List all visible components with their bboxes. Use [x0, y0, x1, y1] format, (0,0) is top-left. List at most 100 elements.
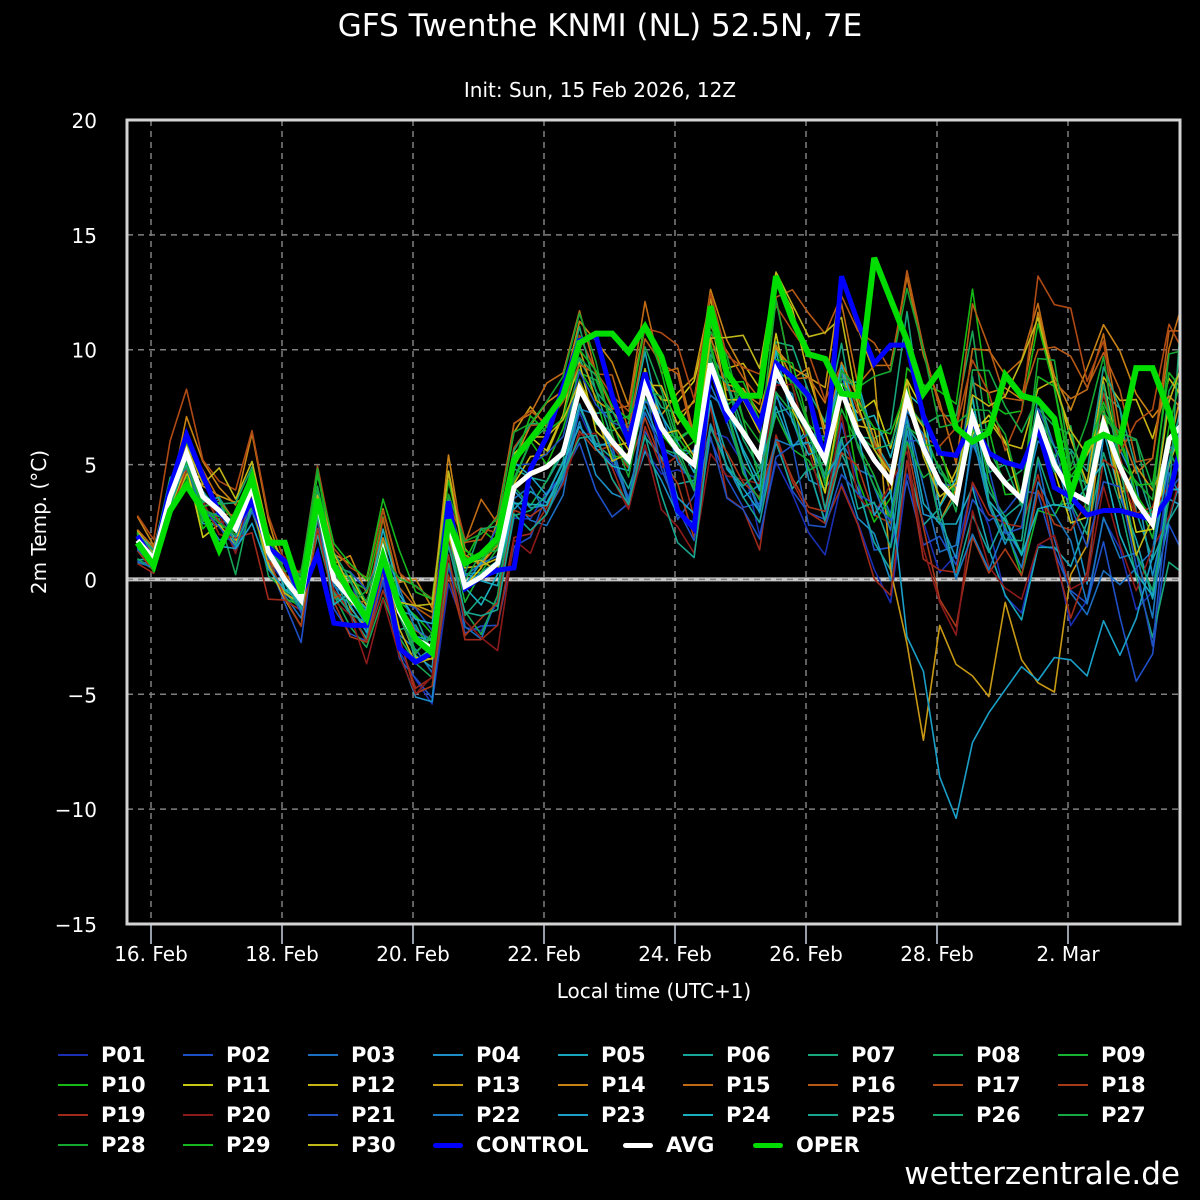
legend-swatch	[183, 1084, 213, 1086]
legend-swatch	[433, 1142, 463, 1148]
legend-item-p23: P23	[558, 1100, 646, 1130]
chart-subtitle: Init: Sun, 15 Feb 2026, 12Z	[463, 78, 737, 102]
y-tick-label: 15	[72, 224, 97, 248]
legend-item-p09: P09	[1058, 1040, 1146, 1070]
legend-swatch	[183, 1114, 213, 1116]
y-tick-label: 5	[84, 454, 97, 478]
x-tick-label: 22. Feb	[507, 942, 581, 966]
legend-swatch	[808, 1084, 838, 1086]
legend-label: P01	[101, 1043, 146, 1067]
legend-label: P22	[476, 1103, 521, 1127]
legend-swatch	[558, 1054, 588, 1056]
x-tick-label: 2. Mar	[1036, 942, 1100, 966]
legend-swatch	[933, 1084, 963, 1086]
legend-swatch	[683, 1054, 713, 1056]
y-axis-label: 2m Temp. (°C)	[27, 450, 51, 594]
legend-item-p12: P12	[308, 1070, 396, 1100]
legend-item-p06: P06	[683, 1040, 771, 1070]
y-tick-label: 0	[84, 568, 97, 592]
x-tick-label: 26. Feb	[769, 942, 843, 966]
legend-label: P19	[101, 1103, 146, 1127]
legend-item-p21: P21	[308, 1100, 396, 1130]
legend-item-p29: P29	[183, 1130, 271, 1160]
legend-label: OPER	[796, 1133, 860, 1157]
x-tick-label: 24. Feb	[638, 942, 712, 966]
legend-swatch	[1058, 1054, 1088, 1056]
legend-swatch	[808, 1114, 838, 1116]
x-tick-label: 20. Feb	[376, 942, 450, 966]
member-line-p29	[136, 319, 1180, 601]
legend-label: P24	[726, 1103, 771, 1127]
legend-item-p26: P26	[933, 1100, 1021, 1130]
legend-swatch	[683, 1084, 713, 1086]
legend-swatch	[558, 1114, 588, 1116]
y-tick-label: −5	[68, 683, 97, 707]
legend-item-p25: P25	[808, 1100, 896, 1130]
x-tick-label: 18. Feb	[245, 942, 319, 966]
legend-swatch	[933, 1114, 963, 1116]
legend-swatch	[433, 1054, 463, 1056]
x-tick-label: 16. Feb	[114, 942, 188, 966]
legend-item-p10: P10	[58, 1070, 146, 1100]
legend-label: P30	[351, 1133, 396, 1157]
legend-item-p16: P16	[808, 1070, 896, 1100]
legend-label: P25	[851, 1103, 896, 1127]
legend-swatch	[183, 1054, 213, 1056]
legend-label: P26	[976, 1103, 1021, 1127]
legend-swatch	[308, 1084, 338, 1086]
legend-item-p05: P05	[558, 1040, 646, 1070]
y-tick-label: −15	[55, 913, 97, 937]
legend-swatch	[58, 1144, 88, 1146]
y-tick-label: −10	[55, 798, 97, 822]
legend-swatch	[183, 1144, 213, 1146]
legend-swatch	[808, 1054, 838, 1056]
legend-item-p04: P04	[433, 1040, 521, 1070]
legend-item-p18: P18	[1058, 1070, 1146, 1100]
legend-label: P02	[226, 1043, 271, 1067]
legend-swatch	[558, 1084, 588, 1086]
series-line-oper	[134, 256, 1180, 659]
series-line-control	[135, 275, 1180, 666]
legend-item-p08: P08	[933, 1040, 1021, 1070]
legend-label: P05	[601, 1043, 646, 1067]
legend-item-avg: AVG	[623, 1130, 714, 1160]
x-axis-label: Local time (UTC+1)	[557, 979, 751, 1003]
y-tick-label: 20	[72, 109, 97, 133]
legend-label: P08	[976, 1043, 1021, 1067]
legend-item-p13: P13	[433, 1070, 521, 1100]
legend-label: P17	[976, 1073, 1021, 1097]
legend-swatch	[58, 1084, 88, 1086]
legend-label: P28	[101, 1133, 146, 1157]
legend-swatch	[433, 1084, 463, 1086]
member-line-p18	[136, 392, 1180, 695]
legend-swatch	[933, 1054, 963, 1056]
plot-frame	[125, 118, 1182, 926]
legend-item-p03: P03	[308, 1040, 396, 1070]
legend-swatch	[308, 1054, 338, 1056]
legend-label: P04	[476, 1043, 521, 1067]
legend-item-p14: P14	[558, 1070, 646, 1100]
legend-label: P23	[601, 1103, 646, 1127]
legend-item-p15: P15	[683, 1070, 771, 1100]
legend-label: P07	[851, 1043, 896, 1067]
legend-item-p24: P24	[683, 1100, 771, 1130]
legend-item-p20: P20	[183, 1100, 271, 1130]
legend-swatch	[683, 1114, 713, 1116]
legend-label: P29	[226, 1133, 271, 1157]
x-tick-label: 28. Feb	[900, 942, 974, 966]
legend-item-p28: P28	[58, 1130, 146, 1160]
legend-label: P21	[351, 1103, 396, 1127]
legend-label: P03	[351, 1043, 396, 1067]
brand-watermark: wetterzentrale.de	[904, 1156, 1180, 1192]
legend-label: P12	[351, 1073, 396, 1097]
legend-label: P20	[226, 1103, 271, 1127]
legend-item-p01: P01	[58, 1040, 146, 1070]
legend-swatch	[308, 1144, 338, 1146]
legend-item-p27: P27	[1058, 1100, 1146, 1130]
legend-swatch	[58, 1054, 88, 1056]
legend-swatch	[623, 1142, 653, 1148]
legend-label: CONTROL	[476, 1133, 589, 1157]
legend-label: P15	[726, 1073, 771, 1097]
legend-label: P14	[601, 1073, 646, 1097]
